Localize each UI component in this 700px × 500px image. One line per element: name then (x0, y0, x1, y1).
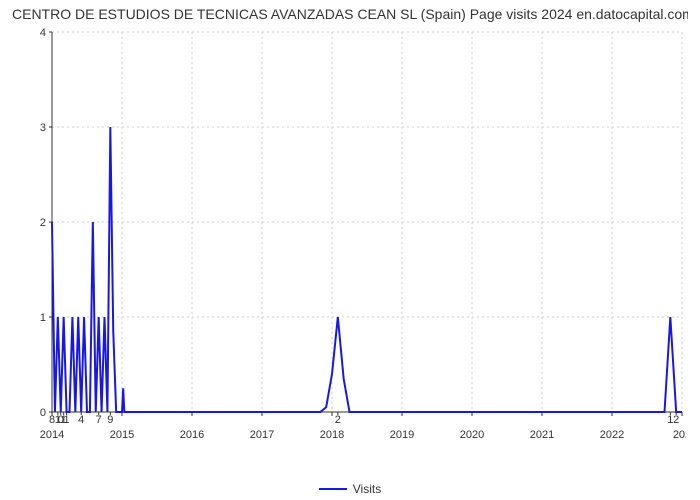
svg-text:4: 4 (40, 28, 46, 39)
svg-text:2015: 2015 (110, 429, 134, 441)
line-chart-svg: 0123481011479212201420152016201720182019… (32, 28, 686, 442)
svg-text:2: 2 (335, 414, 341, 426)
svg-text:2022: 2022 (600, 429, 624, 441)
legend-swatch (319, 488, 347, 490)
svg-text:2019: 2019 (390, 429, 414, 441)
svg-text:4: 4 (78, 414, 84, 426)
svg-text:2: 2 (40, 217, 46, 229)
svg-text:2014: 2014 (40, 429, 64, 441)
svg-text:3: 3 (40, 122, 46, 134)
plot-area: 0123481011479212201420152016201720182019… (32, 28, 686, 442)
chart-container: CENTRO DE ESTUDIOS DE TECNICAS AVANZADAS… (0, 0, 700, 500)
legend: Visits (0, 481, 700, 496)
svg-text:1: 1 (40, 312, 46, 324)
svg-text:0: 0 (40, 407, 46, 419)
svg-text:9: 9 (107, 414, 113, 426)
svg-text:7: 7 (96, 414, 102, 426)
svg-text:1: 1 (64, 414, 70, 426)
svg-text:2020: 2020 (460, 429, 484, 441)
chart-title: CENTRO DE ESTUDIOS DE TECNICAS AVANZADAS… (12, 6, 688, 22)
legend-label: Visits (353, 482, 381, 496)
svg-text:2018: 2018 (320, 429, 344, 441)
svg-text:2016: 2016 (180, 429, 204, 441)
svg-text:2017: 2017 (250, 429, 274, 441)
svg-text:2: 2 (673, 414, 679, 426)
svg-text:202: 202 (673, 429, 686, 441)
svg-text:2021: 2021 (530, 429, 554, 441)
